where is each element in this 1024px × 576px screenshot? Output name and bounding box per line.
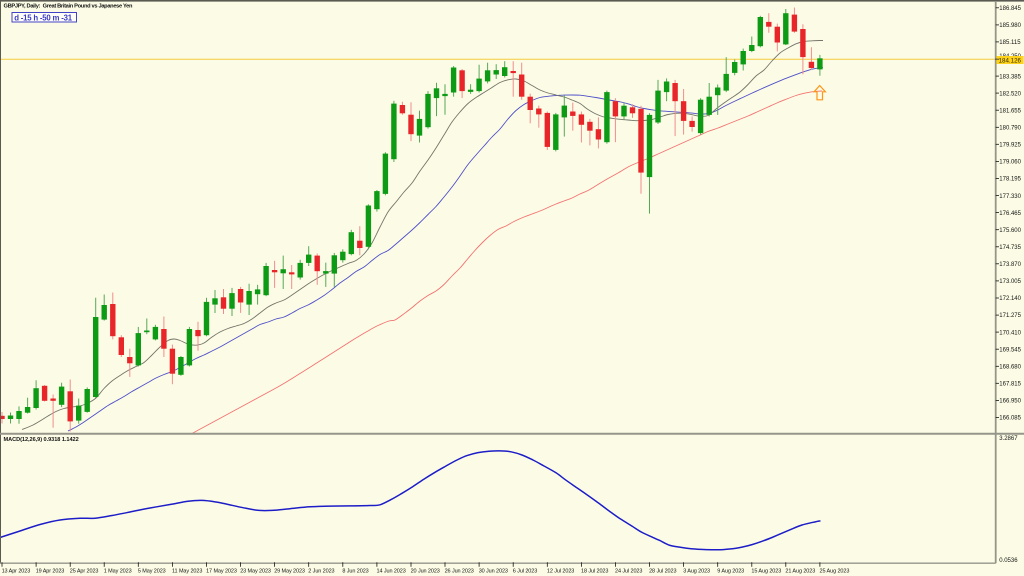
svg-text:3 Aug 2023: 3 Aug 2023 — [683, 568, 710, 574]
svg-text:175.600: 175.600 — [999, 228, 1021, 234]
svg-text:172.140: 172.140 — [999, 296, 1021, 302]
svg-text:186.845: 186.845 — [999, 6, 1021, 12]
svg-text:GBPJPY, Daily: Great Britain: GBPJPY, Daily: Great Britain Pound vs Ja… — [4, 3, 134, 9]
svg-text:167.815: 167.815 — [999, 382, 1021, 388]
svg-text:20 Jun 2023: 20 Jun 2023 — [411, 568, 440, 574]
svg-text:177.330: 177.330 — [999, 194, 1021, 200]
svg-text:1 May 2023: 1 May 2023 — [104, 568, 132, 574]
svg-text:6 Jul 2023: 6 Jul 2023 — [513, 568, 537, 574]
svg-text:29 May 2023: 29 May 2023 — [274, 568, 305, 574]
svg-text:26 Jun 2023: 26 Jun 2023 — [445, 568, 474, 574]
svg-text:185.980: 185.980 — [999, 23, 1021, 29]
svg-text:MACD(12,26,9) 0.9318 1.1422: MACD(12,26,9) 0.9318 1.1422 — [4, 437, 79, 443]
svg-text:184.126: 184.126 — [999, 57, 1022, 64]
svg-text:17 May 2023: 17 May 2023 — [206, 568, 237, 574]
svg-text:11 May 2023: 11 May 2023 — [172, 568, 202, 574]
svg-text:182.520: 182.520 — [999, 91, 1021, 97]
svg-text:166.950: 166.950 — [999, 399, 1021, 405]
svg-text:173.005: 173.005 — [999, 279, 1021, 285]
svg-text:21 Aug 2023: 21 Aug 2023 — [785, 568, 815, 574]
svg-text:171.275: 171.275 — [999, 313, 1021, 319]
svg-text:170.410: 170.410 — [999, 330, 1021, 336]
svg-text:174.735: 174.735 — [999, 245, 1021, 251]
svg-text:185.115: 185.115 — [999, 40, 1021, 46]
svg-text:12 Jul 2023: 12 Jul 2023 — [547, 568, 574, 574]
svg-text:28 Jul 2023: 28 Jul 2023 — [649, 568, 676, 574]
svg-text:181.655: 181.655 — [999, 108, 1021, 114]
svg-text:2 Jun 2023: 2 Jun 2023 — [308, 568, 334, 574]
svg-text:14 Jun 2023: 14 Jun 2023 — [377, 568, 406, 574]
svg-text:18 Jul 2023: 18 Jul 2023 — [581, 568, 608, 574]
svg-text:5 May 2023: 5 May 2023 — [138, 568, 166, 574]
svg-text:30 Jun 2023: 30 Jun 2023 — [479, 568, 508, 574]
svg-text:179.925: 179.925 — [999, 143, 1021, 149]
svg-text:24 Jul 2023: 24 Jul 2023 — [615, 568, 642, 574]
svg-text:0.0536: 0.0536 — [999, 558, 1018, 564]
svg-text:23 May 2023: 23 May 2023 — [240, 568, 271, 574]
svg-text:13 Apr 2023: 13 Apr 2023 — [2, 568, 31, 574]
svg-text:168.680: 168.680 — [999, 365, 1021, 371]
svg-text:3.2867: 3.2867 — [999, 436, 1018, 442]
svg-text:169.545: 169.545 — [999, 347, 1021, 353]
svg-text:176.465: 176.465 — [999, 211, 1021, 217]
svg-text:179.060: 179.060 — [999, 160, 1021, 166]
svg-text:25 Aug 2023: 25 Aug 2023 — [820, 568, 850, 574]
svg-text:178.195: 178.195 — [999, 177, 1021, 183]
svg-text:173.870: 173.870 — [999, 262, 1021, 268]
svg-text:166.085: 166.085 — [999, 416, 1021, 422]
svg-text:183.385: 183.385 — [999, 74, 1021, 80]
svg-text:180.790: 180.790 — [999, 126, 1021, 132]
svg-text:d -15 h -50 m -31: d -15 h -50 m -31 — [14, 13, 73, 22]
svg-text:19 Apr 2023: 19 Apr 2023 — [36, 568, 65, 574]
svg-text:9 Aug 2023: 9 Aug 2023 — [717, 568, 744, 574]
svg-text:15 Aug 2023: 15 Aug 2023 — [751, 568, 781, 574]
svg-text:8 Jun 2023: 8 Jun 2023 — [342, 568, 368, 574]
svg-text:25 Apr 2023: 25 Apr 2023 — [70, 568, 99, 574]
